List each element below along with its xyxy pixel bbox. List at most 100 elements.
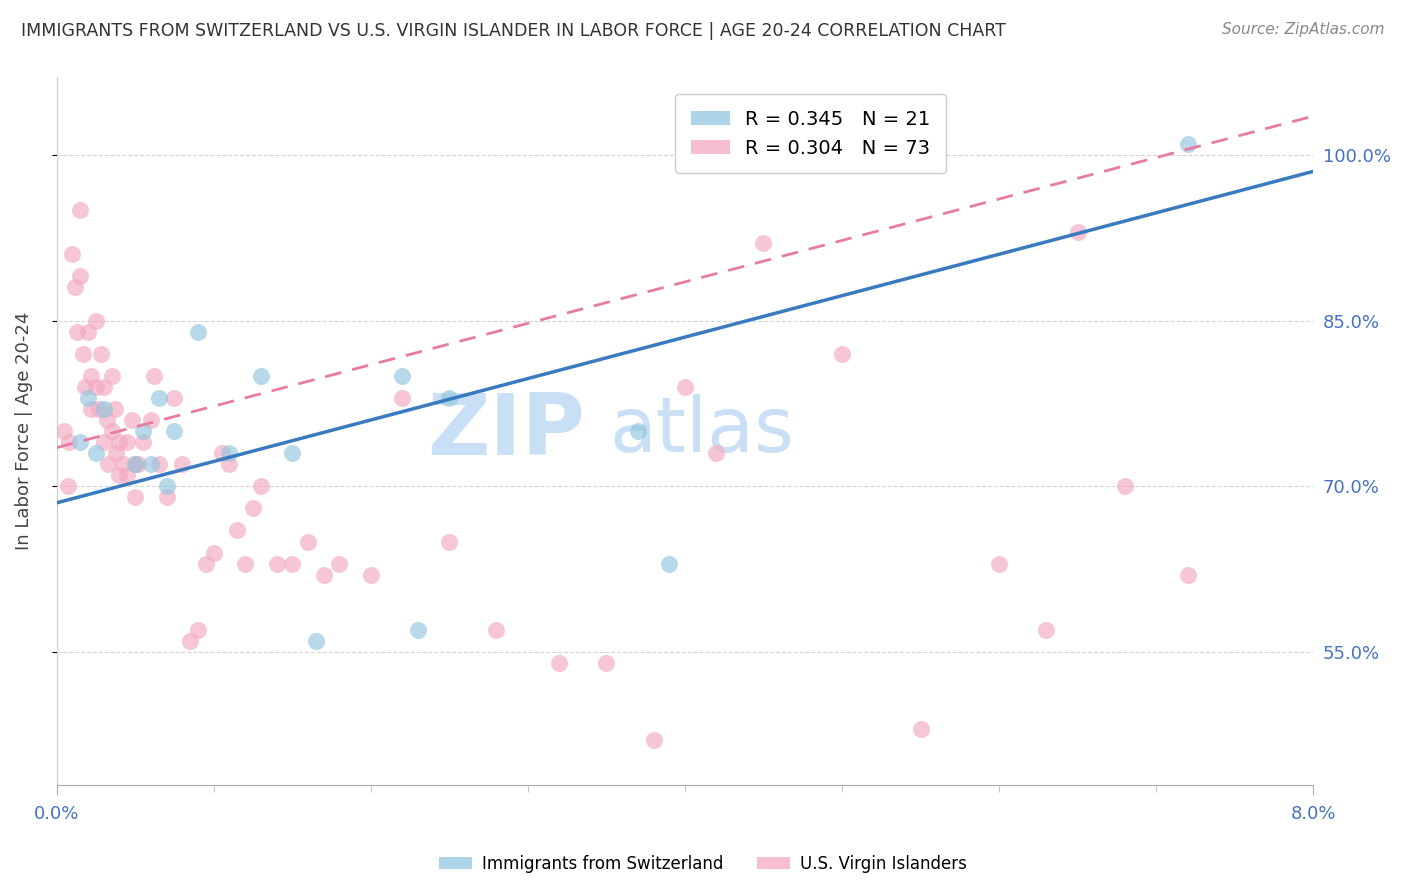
Point <box>56 479 79 493</box>
Point <box>143 368 166 383</box>
Point <box>910 723 932 737</box>
Point <box>1114 479 1136 493</box>
Point <box>104 401 127 416</box>
Point <box>80 401 103 416</box>
Point <box>108 468 131 483</box>
Point <box>406 623 429 637</box>
Point <box>90 347 112 361</box>
Point <box>1066 225 1088 239</box>
Point <box>1035 623 1057 637</box>
Point <box>84 313 107 327</box>
Point <box>53 424 76 438</box>
Point <box>211 446 233 460</box>
Point <box>111 457 134 471</box>
Point <box>706 446 728 460</box>
Point <box>124 457 146 471</box>
Point <box>439 534 461 549</box>
Point <box>100 368 122 383</box>
Point <box>281 557 304 571</box>
Text: Source: ZipAtlas.com: Source: ZipAtlas.com <box>1222 22 1385 37</box>
Point <box>1177 567 1199 582</box>
Point <box>595 656 617 670</box>
Point <box>439 391 461 405</box>
Point <box>752 236 775 251</box>
Point <box>1177 136 1199 151</box>
Point <box>139 413 162 427</box>
Point <box>96 413 118 427</box>
Point <box>117 435 139 450</box>
Point <box>226 524 249 538</box>
Point <box>643 733 665 747</box>
Point <box>360 567 382 582</box>
Point <box>108 435 131 450</box>
Point <box>93 380 115 394</box>
Point <box>485 623 508 637</box>
Point <box>77 325 100 339</box>
Point <box>69 269 91 284</box>
Point <box>124 457 146 471</box>
Point <box>132 435 155 450</box>
Point <box>117 468 139 483</box>
Point <box>73 380 96 394</box>
Point <box>148 457 170 471</box>
Point <box>80 368 103 383</box>
Point <box>124 491 146 505</box>
Text: atlas: atlas <box>610 394 794 468</box>
Point <box>281 446 304 460</box>
Point <box>121 413 143 427</box>
Point <box>163 391 186 405</box>
Point <box>163 424 186 438</box>
Point <box>132 424 155 438</box>
Point <box>218 446 240 460</box>
Point <box>305 634 328 648</box>
Point <box>179 634 201 648</box>
Point <box>155 479 177 493</box>
Point <box>202 546 225 560</box>
Point <box>266 557 288 571</box>
Point <box>100 424 122 438</box>
Point <box>148 391 170 405</box>
Text: IMMIGRANTS FROM SWITZERLAND VS U.S. VIRGIN ISLANDER IN LABOR FORCE | AGE 20-24 C: IMMIGRANTS FROM SWITZERLAND VS U.S. VIRG… <box>21 22 1005 40</box>
Point <box>658 557 681 571</box>
Point <box>69 435 91 450</box>
Point <box>139 457 162 471</box>
Point <box>84 446 107 460</box>
Point <box>77 391 100 405</box>
Point <box>187 623 209 637</box>
Point <box>391 391 413 405</box>
Point <box>84 380 107 394</box>
Point <box>172 457 194 471</box>
Point <box>58 435 80 450</box>
Point <box>218 457 240 471</box>
Point <box>673 380 696 394</box>
Point <box>312 567 335 582</box>
Point <box>194 557 217 571</box>
Point <box>627 424 650 438</box>
Point <box>233 557 256 571</box>
Point <box>93 401 115 416</box>
Legend: R = 0.345   N = 21, R = 0.304   N = 73: R = 0.345 N = 21, R = 0.304 N = 73 <box>675 95 946 173</box>
Point <box>87 401 110 416</box>
Point <box>97 457 120 471</box>
Point <box>105 446 128 460</box>
Point <box>988 557 1011 571</box>
Y-axis label: In Labor Force | Age 20-24: In Labor Force | Age 20-24 <box>15 312 32 550</box>
Point <box>155 491 177 505</box>
Point <box>391 368 413 383</box>
Point <box>250 479 273 493</box>
Point <box>127 457 149 471</box>
Point <box>242 501 264 516</box>
Point <box>60 247 83 261</box>
Point <box>66 325 89 339</box>
Legend: Immigrants from Switzerland, U.S. Virgin Islanders: Immigrants from Switzerland, U.S. Virgin… <box>432 848 974 880</box>
Point <box>65 280 87 294</box>
Point <box>72 347 94 361</box>
Point <box>187 325 209 339</box>
Point <box>69 202 91 217</box>
Point <box>548 656 571 670</box>
Point <box>250 368 273 383</box>
Point <box>831 347 853 361</box>
Point <box>93 435 115 450</box>
Point <box>328 557 350 571</box>
Point <box>297 534 319 549</box>
